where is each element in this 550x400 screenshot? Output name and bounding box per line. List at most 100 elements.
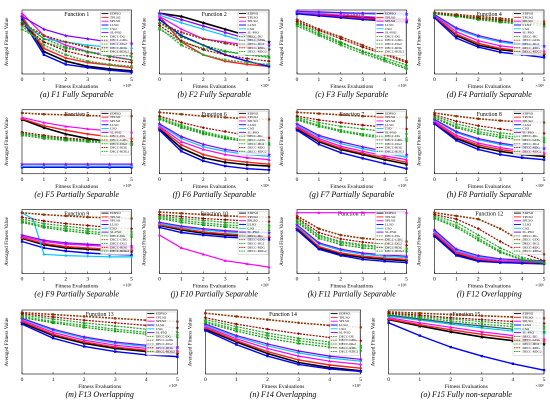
data-point — [176, 333, 179, 337]
data-point — [223, 218, 227, 222]
data-point — [64, 113, 68, 117]
data-point — [297, 339, 300, 342]
data-point — [542, 140, 546, 143]
data-point — [405, 261, 408, 264]
legend-label: CSO — [248, 27, 255, 31]
legend-label: DECC-DG2 — [523, 342, 540, 346]
legend-label: DECC-RDG2 — [385, 249, 404, 253]
data-point — [267, 226, 271, 229]
data-point — [454, 25, 459, 30]
legend-label: LLSO — [110, 123, 119, 127]
data-point — [361, 149, 365, 153]
data-point — [129, 234, 134, 238]
series-line-splso — [434, 232, 545, 263]
y-axis-label: Averaged Fitness Value — [417, 216, 423, 265]
x-tick-label: 4 — [328, 377, 331, 383]
data-point — [418, 311, 422, 315]
y-axis-label: Averaged Fitness Value — [4, 317, 10, 366]
data-point — [82, 336, 86, 340]
x-tick-label: 0 — [433, 277, 436, 283]
data-point — [267, 235, 271, 238]
data-point — [404, 255, 409, 260]
subplot-title: Function 12 — [475, 212, 503, 218]
x-tick-label: 5 — [359, 377, 362, 383]
data-point — [223, 136, 227, 140]
data-point — [542, 24, 546, 28]
legend-label: DECC-RDG2 — [523, 50, 542, 54]
subplot-9: 0 1 2 3 4 5×10⁶ Fitness Evaluations Averaged Fi… — [4, 209, 134, 299]
subplot-6: 0 1 2 3 4 5×10⁶ Fitness Evaluations Averaged Fi… — [142, 109, 271, 199]
data-point — [266, 354, 269, 358]
series-line-decc-dg2 — [434, 13, 545, 27]
data-point — [201, 226, 206, 231]
data-point — [157, 233, 162, 237]
series-line-decc-dg2 — [21, 315, 178, 336]
data-point — [223, 147, 228, 152]
data-point — [223, 228, 228, 233]
legend-label: DECC-RDG — [248, 245, 266, 249]
data-point — [157, 221, 162, 226]
series-line-decc-dg2 — [21, 133, 132, 146]
data-point — [360, 11, 365, 16]
x-tick-label: 2 — [339, 77, 342, 83]
data-point — [179, 21, 183, 25]
legend-label: CSO — [385, 127, 392, 131]
data-point — [130, 65, 133, 68]
data-point — [201, 142, 206, 147]
data-point — [63, 132, 68, 137]
data-point — [157, 13, 162, 17]
data-point — [338, 247, 343, 252]
x-exponent-label: ×10⁶ — [535, 183, 544, 188]
data-point — [130, 114, 133, 118]
series-line-sl-pso — [296, 224, 407, 257]
data-point — [542, 253, 546, 256]
subplot-caption: (b) F2 Fully Separable — [177, 90, 251, 99]
y-axis-label: Averaged Fitness Value — [279, 117, 285, 166]
legend-label: DECC-GDG — [110, 238, 128, 242]
data-point — [42, 120, 46, 124]
data-point — [433, 16, 436, 19]
data-point — [477, 45, 480, 49]
x-tick-label: 3 — [114, 377, 117, 383]
legend-box — [512, 311, 544, 356]
subplot-caption: (m) F13 Overlapping — [65, 390, 133, 399]
data-point — [476, 33, 481, 38]
data-point — [405, 137, 408, 140]
data-point — [64, 56, 68, 60]
data-point — [113, 340, 118, 344]
data-point — [82, 321, 86, 324]
data-point — [455, 36, 458, 40]
data-point — [245, 156, 249, 159]
x-tick-label: 4 — [108, 277, 111, 283]
legend-label: SL-PSO — [339, 331, 351, 335]
data-point — [235, 343, 238, 346]
data-point — [339, 211, 343, 214]
data-point — [20, 233, 24, 238]
data-point — [201, 131, 205, 134]
x-tick-label: 2 — [339, 277, 342, 283]
data-point — [499, 51, 502, 54]
data-point — [476, 131, 480, 135]
data-point — [201, 145, 205, 149]
data-point — [317, 136, 321, 140]
data-point — [295, 114, 299, 118]
data-point — [498, 246, 502, 250]
data-point — [265, 346, 270, 350]
series-line-decc-dg — [21, 314, 178, 333]
data-point — [20, 315, 24, 319]
data-point — [41, 162, 46, 167]
data-point — [317, 235, 321, 238]
legend-label: SPLSO — [523, 119, 534, 123]
data-point — [20, 115, 24, 119]
x-tick-label: 2 — [339, 177, 342, 183]
data-point — [296, 332, 301, 336]
data-point — [51, 336, 55, 340]
legend-label: DECC-DG2 — [523, 142, 540, 146]
data-point — [542, 337, 546, 340]
data-point — [295, 121, 299, 126]
subplot-caption: (f) F6 Partially Separable — [173, 190, 257, 199]
data-point — [64, 49, 68, 53]
subplot-caption: (g) F7 Partially Separable — [309, 190, 395, 199]
data-point — [476, 141, 480, 145]
legend-label: DECC-GDG — [248, 138, 266, 142]
